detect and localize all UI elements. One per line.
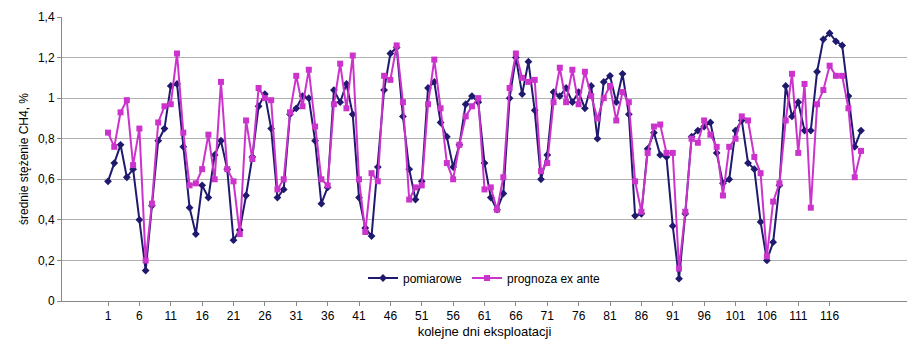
svg-text:86: 86 [635,309,649,323]
svg-text:1,4: 1,4 [38,10,55,24]
svg-text:16: 16 [195,309,209,323]
svg-text:81: 81 [603,309,617,323]
svg-text:36: 36 [321,309,335,323]
svg-text:46: 46 [384,309,398,323]
svg-text:111: 111 [789,309,808,323]
svg-text:6: 6 [136,309,143,323]
svg-text:pomiarowe: pomiarowe [403,272,462,286]
svg-text:0: 0 [48,294,55,308]
svg-text:1: 1 [105,309,112,323]
svg-text:96: 96 [697,309,711,323]
svg-text:71: 71 [541,309,555,323]
svg-text:0,8: 0,8 [38,132,55,146]
svg-text:11: 11 [165,309,178,323]
svg-text:prognoza ex ante: prognoza ex ante [507,272,600,286]
svg-text:1: 1 [48,91,55,105]
svg-text:116: 116 [820,309,839,323]
svg-text:średnie stężenie CH4, %: średnie stężenie CH4, % [17,93,31,225]
svg-text:76: 76 [572,309,586,323]
svg-text:91: 91 [666,309,680,323]
svg-text:106: 106 [757,309,777,323]
svg-text:41: 41 [352,309,366,323]
svg-text:26: 26 [258,309,272,323]
svg-text:1,2: 1,2 [38,51,55,65]
svg-text:21: 21 [227,309,241,323]
svg-text:101: 101 [725,309,745,323]
svg-text:0,2: 0,2 [38,254,55,268]
svg-text:56: 56 [446,309,460,323]
svg-text:0,4: 0,4 [38,213,55,227]
svg-text:66: 66 [509,309,523,323]
svg-text:31: 31 [290,309,304,323]
svg-text:51: 51 [415,309,429,323]
svg-text:kolejne dni eksploatacji: kolejne dni eksploatacji [418,324,552,339]
svg-text:61: 61 [478,309,492,323]
svg-text:0,6: 0,6 [38,172,55,186]
